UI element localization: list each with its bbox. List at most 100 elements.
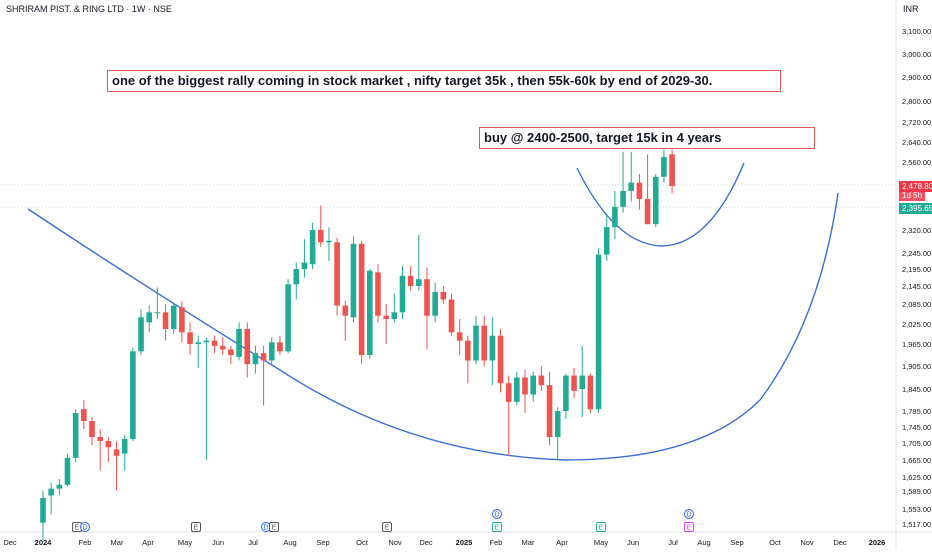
candle: [587, 373, 594, 413]
x-tick-label: 2024: [35, 538, 53, 547]
candle: [146, 305, 153, 333]
marker-label: E: [385, 525, 390, 532]
candle-body: [277, 342, 283, 352]
candle: [424, 267, 430, 350]
candle-body: [326, 240, 332, 243]
candle-body: [612, 206, 618, 228]
candle: [546, 371, 553, 446]
candle: [448, 293, 455, 336]
candle-body: [268, 342, 275, 361]
candle: [211, 335, 218, 354]
candle-body: [89, 421, 95, 437]
candle: [416, 234, 422, 291]
last-price-tag: 2,478.80: [899, 181, 932, 192]
candle-body: [416, 279, 422, 286]
candle: [628, 152, 635, 202]
candle: [399, 265, 406, 319]
candle: [179, 301, 185, 343]
candle-body: [546, 385, 553, 437]
y-tick-label: 1,625.00: [902, 473, 931, 482]
candle: [530, 371, 536, 402]
candle-body: [301, 262, 308, 269]
candle-body: [97, 437, 103, 441]
y-tick-label: 1,517.00: [902, 520, 931, 529]
candle-body: [456, 332, 463, 341]
candle-body: [203, 340, 210, 343]
candle-body: [334, 242, 340, 306]
candle: [505, 375, 512, 456]
candle-body: [342, 305, 349, 316]
marker-shape: [684, 522, 694, 532]
x-tick-label: May: [178, 538, 192, 547]
x-tick-label: Oct: [769, 538, 782, 547]
x-tick-label: May: [594, 538, 608, 547]
candle: [636, 173, 643, 210]
x-tick-label: Jul: [668, 538, 678, 547]
marker-shape: [596, 522, 606, 532]
candle: [317, 205, 324, 247]
candle: [203, 337, 210, 460]
marker-label: E: [687, 525, 692, 532]
candle: [563, 373, 569, 419]
chart-title: SHRIRAM PIST. & RING LTD · 1W · NSE: [6, 4, 172, 14]
candle: [309, 222, 316, 269]
candle: [121, 435, 128, 471]
earnings-marker: E: [269, 522, 279, 532]
candle: [252, 345, 259, 374]
marker-shape: [191, 522, 201, 532]
candle-body: [350, 243, 357, 318]
candle-body: [595, 254, 602, 410]
trade-annotation[interactable]: buy @ 2400-2500, target 15k in 4 years: [479, 127, 815, 149]
x-tick-label: Apr: [142, 538, 154, 547]
candle: [138, 309, 144, 355]
candle-body: [538, 375, 545, 386]
candle-body: [170, 305, 177, 329]
candle-body: [620, 190, 626, 207]
cup-curve: [27, 192, 839, 461]
x-tick-label: Feb: [79, 538, 92, 547]
x-tick-label: Aug: [697, 538, 710, 547]
candle-body: [211, 340, 218, 346]
candle: [64, 453, 71, 487]
candle: [228, 345, 234, 365]
marker-shape: [684, 509, 694, 519]
candle-body: [407, 275, 414, 286]
candle-body: [375, 272, 381, 316]
candle: [195, 335, 202, 368]
candle-body: [228, 349, 234, 355]
candle: [154, 287, 161, 319]
candle: [170, 304, 177, 334]
candle-body: [195, 342, 202, 344]
candle: [571, 367, 577, 399]
candle: [367, 269, 373, 359]
candle: [652, 173, 659, 228]
x-tick-label: Nov: [800, 538, 814, 547]
candle: [162, 304, 169, 341]
candle: [489, 317, 496, 386]
y-tick-label: 2,085.00: [902, 300, 931, 309]
y-tick-label: 2,560.00: [902, 158, 931, 167]
candle: [105, 437, 112, 463]
candle-body: [579, 375, 586, 389]
candle: [514, 371, 520, 406]
candle-body: [56, 484, 63, 489]
marker-label: D: [686, 512, 691, 519]
candle: [260, 345, 267, 406]
candle-body: [285, 284, 291, 352]
rally-annotation[interactable]: one of the biggest rally coming in stock…: [107, 70, 781, 92]
candle: [465, 335, 471, 384]
candle: [391, 293, 398, 323]
countdown-tag: 1d 5h: [899, 190, 926, 201]
y-tick-label: 2,800.00: [902, 97, 931, 106]
candle: [481, 315, 487, 366]
y-tick-label: 2,245.00: [902, 249, 931, 258]
y-tick-label: 2,720.00: [902, 118, 931, 127]
y-tick-label: 1,553.00: [902, 505, 931, 514]
candle: [56, 478, 63, 496]
x-tick-label: Sep: [730, 538, 743, 547]
candle: [456, 319, 463, 355]
x-tick-label: Jun: [212, 538, 224, 547]
candle: [89, 417, 95, 446]
candle: [334, 237, 340, 316]
candle: [48, 482, 54, 515]
